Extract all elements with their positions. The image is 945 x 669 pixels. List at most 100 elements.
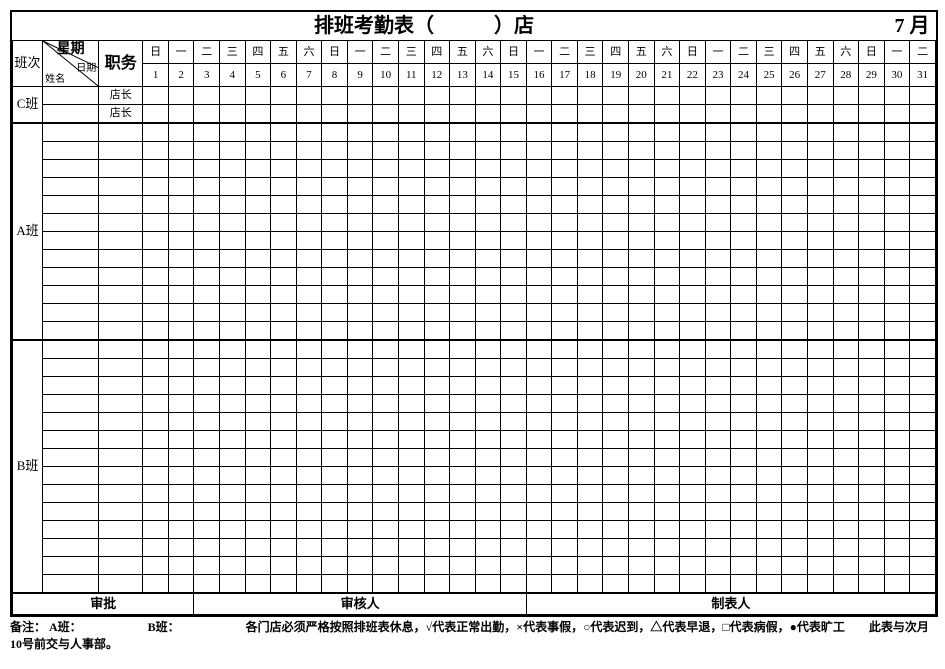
attendance-cell: [833, 413, 859, 431]
attendance-cell: [756, 232, 782, 250]
attendance-cell: [347, 395, 373, 413]
attendance-cell: [143, 123, 169, 142]
attendance-cell: [833, 178, 859, 196]
attendance-cell: [398, 304, 424, 322]
attendance-cell: [603, 304, 629, 322]
weekday-cell: 一: [526, 41, 552, 64]
attendance-cell: [552, 377, 578, 395]
role-cell: [99, 160, 143, 178]
attendance-cell: [756, 87, 782, 105]
attendance-cell: [143, 575, 169, 594]
attendance-cell: [271, 250, 297, 268]
attendance-cell: [194, 467, 220, 485]
day-cell: 8: [322, 64, 348, 87]
attendance-cell: [398, 395, 424, 413]
attendance-cell: [833, 575, 859, 594]
attendance-cell: [373, 413, 399, 431]
attendance-cell: [475, 539, 501, 557]
attendance-cell: [654, 160, 680, 178]
attendance-cell: [782, 503, 808, 521]
attendance-cell: [603, 178, 629, 196]
weekday-cell: 五: [629, 41, 655, 64]
table-row: [13, 322, 936, 341]
attendance-cell: [194, 196, 220, 214]
attendance-cell: [475, 123, 501, 142]
name-cell: [43, 431, 99, 449]
attendance-cell: [577, 340, 603, 359]
attendance-cell: [603, 268, 629, 286]
attendance-cell: [194, 268, 220, 286]
attendance-cell: [245, 557, 271, 575]
attendance-cell: [526, 160, 552, 178]
attendance-cell: [245, 575, 271, 594]
weekday-cell: 三: [577, 41, 603, 64]
attendance-cell: [859, 123, 885, 142]
attendance-cell: [910, 377, 936, 395]
attendance-cell: [807, 214, 833, 232]
attendance-cell: [705, 178, 731, 196]
attendance-cell: [245, 431, 271, 449]
attendance-cell: [552, 286, 578, 304]
attendance-cell: [910, 160, 936, 178]
attendance-cell: [884, 250, 910, 268]
attendance-cell: [859, 178, 885, 196]
attendance-cell: [373, 359, 399, 377]
attendance-cell: [168, 304, 194, 322]
name-cell: [43, 142, 99, 160]
attendance-cell: [756, 449, 782, 467]
attendance-cell: [373, 431, 399, 449]
role-cell: [99, 467, 143, 485]
attendance-cell: [756, 557, 782, 575]
footer-reviewer: 审核人: [194, 593, 526, 615]
attendance-cell: [552, 359, 578, 377]
attendance-cell: [526, 395, 552, 413]
attendance-cell: [194, 413, 220, 431]
attendance-cell: [322, 413, 348, 431]
attendance-cell: [526, 142, 552, 160]
attendance-cell: [910, 105, 936, 124]
attendance-cell: [347, 521, 373, 539]
attendance-cell: [731, 413, 757, 431]
attendance-cell: [577, 268, 603, 286]
attendance-cell: [680, 557, 706, 575]
attendance-cell: [910, 268, 936, 286]
attendance-cell: [833, 123, 859, 142]
attendance-cell: [143, 395, 169, 413]
attendance-cell: [220, 322, 246, 341]
day-cell: 1: [143, 64, 169, 87]
attendance-cell: [654, 575, 680, 594]
attendance-cell: [194, 377, 220, 395]
role-cell: [99, 304, 143, 322]
role-cell: [99, 557, 143, 575]
attendance-cell: [705, 395, 731, 413]
attendance-cell: [271, 575, 297, 594]
attendance-cell: [884, 575, 910, 594]
attendance-cell: [373, 449, 399, 467]
attendance-cell: [756, 178, 782, 196]
attendance-cell: [398, 521, 424, 539]
header-row-1: 班次 星期 日期 姓名 职务 日 一 二 三 四 五 六 日 一 二 三 四 五…: [13, 41, 936, 64]
attendance-cell: [347, 340, 373, 359]
table-row: [13, 286, 936, 304]
attendance-cell: [603, 286, 629, 304]
attendance-cell: [271, 449, 297, 467]
attendance-cell: [603, 413, 629, 431]
role-cell: [99, 123, 143, 142]
attendance-cell: [526, 268, 552, 286]
attendance-cell: [475, 232, 501, 250]
attendance-cell: [450, 196, 476, 214]
attendance-cell: [833, 539, 859, 557]
attendance-cell: [680, 123, 706, 142]
day-cell: 2: [168, 64, 194, 87]
attendance-cell: [680, 87, 706, 105]
attendance-cell: [194, 449, 220, 467]
attendance-cell: [603, 214, 629, 232]
attendance-cell: [629, 268, 655, 286]
attendance-cell: [245, 87, 271, 105]
name-cell: [43, 557, 99, 575]
attendance-cell: [245, 268, 271, 286]
attendance-cell: [731, 160, 757, 178]
attendance-cell: [807, 322, 833, 341]
attendance-cell: [859, 268, 885, 286]
weekday-cell: 日: [143, 41, 169, 64]
